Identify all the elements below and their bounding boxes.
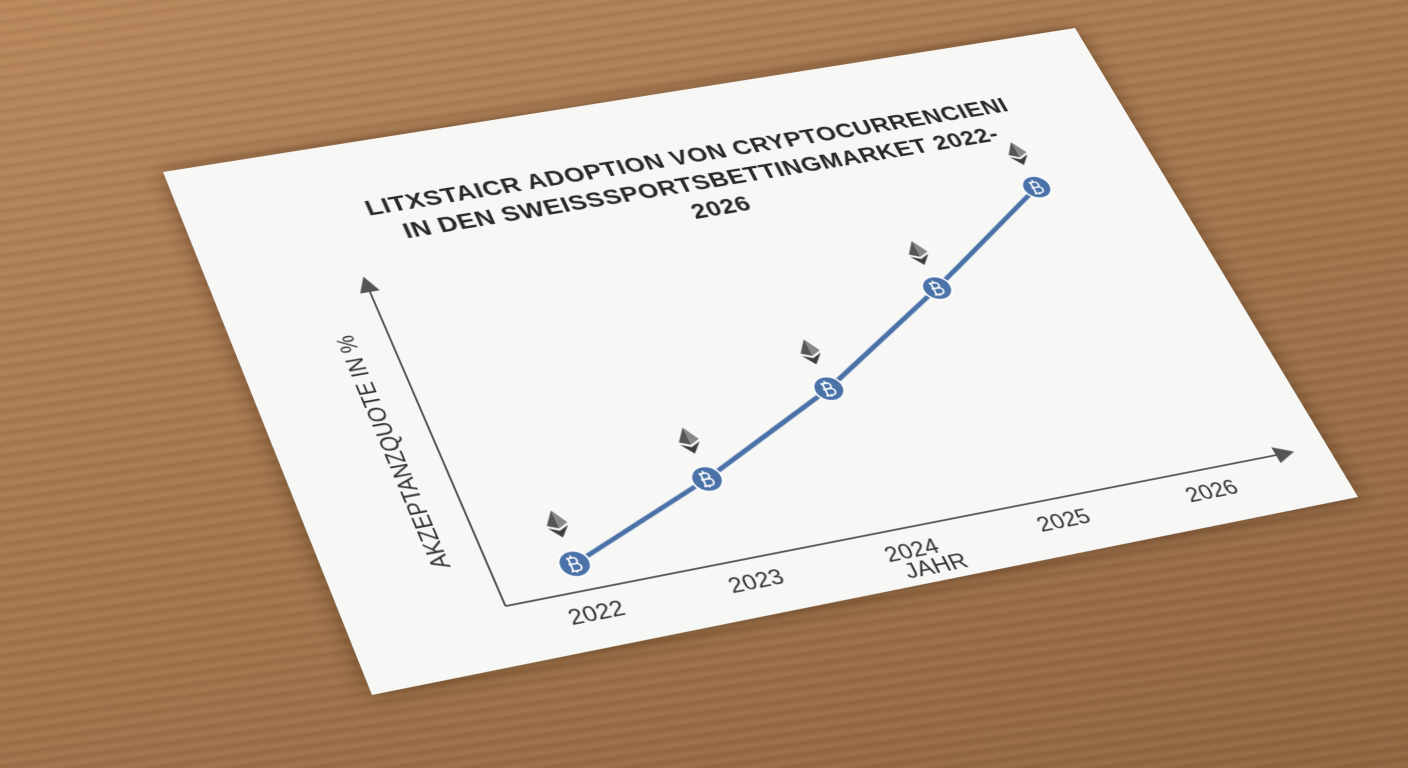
x-axis — [505, 452, 1290, 606]
ether-icon — [680, 441, 705, 456]
ether-icon — [1009, 154, 1033, 167]
x-tick-label: 2026 — [1181, 476, 1243, 508]
ether-icon — [902, 239, 930, 259]
ether-icon — [910, 253, 934, 267]
x-tick-label: 2025 — [1032, 505, 1095, 537]
x-tick-label: 2022 — [564, 596, 629, 630]
ether-icon — [801, 352, 826, 367]
ether-icon — [1002, 140, 1029, 159]
paper: LITXSTAICR ADOPTION VON CRYPTOCURRENCIEN… — [163, 28, 1358, 695]
chart: JAHR AKZEPTANZQUOTE IN % 202220232024202… — [163, 28, 1358, 695]
y-axis-label: AKZEPTANZQUOTE IN % — [331, 333, 457, 571]
point — [809, 374, 850, 403]
ether-icon — [794, 337, 822, 358]
x-tick-label: 2023 — [724, 565, 788, 599]
